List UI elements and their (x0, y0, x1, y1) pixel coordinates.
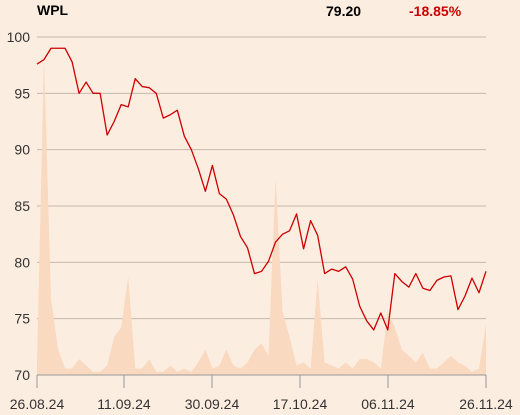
ticker-symbol: WPL (37, 2, 69, 18)
volume-area (37, 58, 486, 375)
x-tick-label: 11.09.24 (97, 396, 151, 412)
price-change-percent: -18.85% (409, 3, 462, 19)
x-tick-label: 30.09.24 (185, 396, 240, 412)
quote-header: WPL 79.20 -18.85% (0, 0, 520, 22)
price-series (36, 47, 487, 331)
last-price: 79.20 (326, 3, 362, 19)
x-tick-label: 06.11.24 (361, 396, 415, 412)
y-tick-label: 100 (7, 29, 31, 45)
y-tick-label: 90 (14, 142, 30, 158)
y-axis-labels: 70 75 80 85 90 95 100 (7, 29, 31, 383)
price-line (36, 47, 487, 331)
gridlines (37, 36, 486, 320)
x-axis (36, 374, 487, 388)
x-tick-label: 26.08.24 (10, 396, 65, 412)
x-tick-label: 17.10.24 (273, 396, 328, 412)
y-tick-label: 80 (14, 254, 30, 270)
x-tick-label: 26.11.24 (459, 396, 513, 412)
y-tick-label: 70 (14, 367, 30, 383)
y-tick-label: 75 (14, 311, 30, 327)
volume-area-shape (37, 58, 486, 375)
y-tick-label: 85 (14, 198, 30, 214)
y-tick-label: 95 (14, 85, 30, 101)
x-axis-labels: 26.08.24 11.09.24 30.09.24 17.10.24 06.11.24… (10, 396, 513, 412)
